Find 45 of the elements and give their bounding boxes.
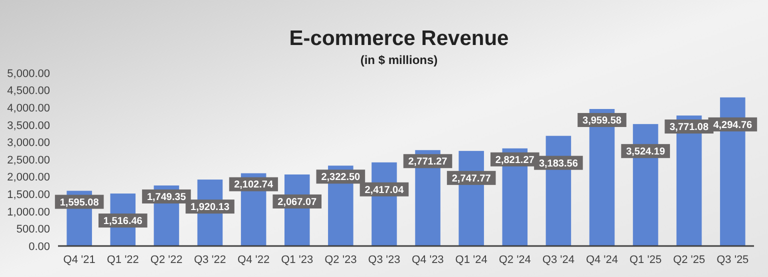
data-label: 2,771.27 [408,156,448,168]
x-tick-label: Q2 '24 [498,254,531,266]
data-label: 3,183.56 [538,158,578,170]
x-tick-label: Q1 '23 [281,254,314,266]
data-label: 1,920.13 [190,202,230,214]
data-label: 2,067.07 [278,196,318,208]
chart-subtitle: (in $ millions) [360,53,438,67]
y-tick-label: 5,000.00 [7,68,50,80]
data-label: 3,771.08 [670,122,709,134]
x-tick-label: Q2 '23 [324,254,357,266]
x-tick-label: Q4 '22 [238,254,270,266]
data-label: 2,102.74 [234,180,274,191]
y-tick-label: 2,500.00 [7,154,50,166]
y-tick-label: 2,000.00 [7,172,50,184]
data-label: 2,322.50 [321,172,361,184]
chart-title: E-commerce Revenue [289,27,509,50]
x-tick-label: Q4 '23 [412,254,444,266]
y-tick-label: 3,000.00 [7,137,50,150]
x-tick-label: Q4 '21 [63,254,96,266]
y-tick-label: 4,000.00 [7,102,50,114]
y-tick-label: 4,500.00 [7,85,50,98]
x-tick-label: Q1 '25 [630,254,662,266]
x-tick-label: Q1 '22 [106,254,139,266]
x-tick-label: Q1 '24 [455,254,488,266]
x-tick-label: Q2 '22 [150,254,182,266]
data-label: 4,294.76 [713,120,753,131]
x-tick-label: Q3 '23 [368,254,400,266]
x-tick-label: Q4 '24 [586,254,618,266]
data-label: 3,524.19 [626,146,666,158]
data-label: 1,516.46 [103,216,143,228]
data-label: 1,595.08 [60,197,100,208]
x-tick-label: Q3 '25 [716,254,749,266]
x-tick-label: Q2 '25 [673,254,706,266]
y-tick-label: 1,500.00 [7,188,50,201]
data-label: 2,747.77 [452,173,492,184]
data-label: 2,417.04 [364,184,404,196]
data-label: 3,959.58 [582,116,622,126]
y-tick-label: 500.00 [16,224,50,236]
y-tick-label: 3,500.00 [7,120,50,132]
data-label: 1,749.35 [146,192,186,203]
x-tick-label: Q3 '22 [194,254,226,266]
y-tick-label: 0.00 [28,240,50,253]
data-label: 2,821.27 [495,154,535,166]
y-tick-label: 1,000.00 [7,206,50,218]
x-tick-label: Q3 '24 [542,254,574,266]
